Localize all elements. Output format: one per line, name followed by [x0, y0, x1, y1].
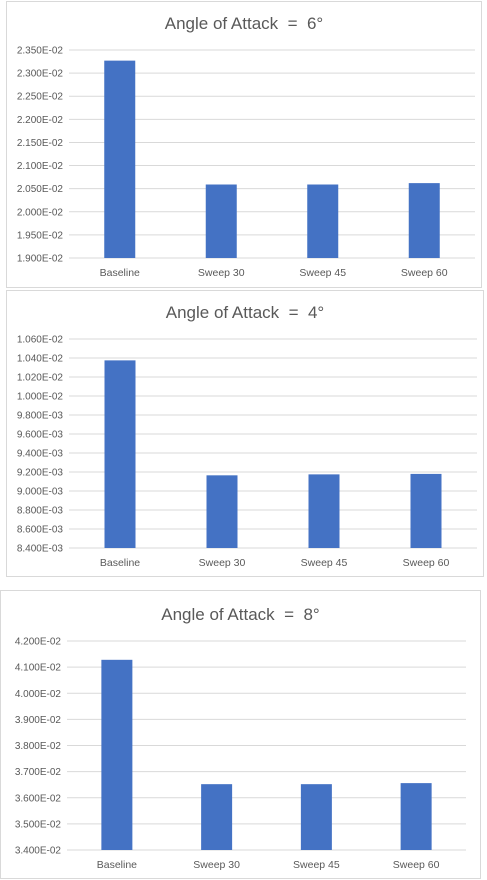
bar-sweep-30	[201, 784, 233, 850]
bar-chart-aoa-8: 3.400E-02 3.500E-02 3.600E-02 3.700E-02 3.80…	[15, 637, 466, 871]
x-category-label: Baseline	[97, 859, 137, 871]
y-tick-label: 8.400E-03	[17, 544, 64, 555]
y-tick-label: 3.800E-02	[15, 741, 62, 752]
x-category-label: Sweep 30	[199, 557, 246, 569]
y-tick-label: 3.400E-02	[15, 846, 62, 857]
x-category-label: Sweep 45	[301, 557, 348, 569]
chart-title: Angle of Attack = 4°	[165, 303, 325, 322]
y-tick-label: 9.400E-03	[17, 449, 64, 460]
bar-baseline	[101, 659, 133, 850]
y-tick-label: 9.200E-03	[17, 468, 64, 479]
y-tick-label: 3.600E-02	[15, 793, 62, 804]
y-tick-label: 2.100E-02	[17, 161, 64, 172]
y-tick-label: 4.100E-02	[15, 663, 62, 674]
y-tick-label: 1.900E-02	[17, 254, 64, 265]
y-tick-label: 1.020E-02	[17, 373, 64, 384]
bar-sweep-60	[408, 183, 440, 258]
y-tick-label: 2.000E-02	[17, 207, 64, 218]
y-tick-label: 2.300E-02	[17, 69, 64, 80]
chart-panel-aoa-4: Angle of Attack = 4° 8.400E-03 8.600E-03 8…	[6, 290, 484, 577]
x-category-label: Baseline	[100, 557, 140, 569]
y-tick-label: 1.040E-02	[17, 354, 64, 365]
bar-chart-aoa-4: 8.400E-03 8.600E-03 8.800E-03 9.000E-03 9.20…	[17, 335, 477, 569]
x-category-label: Sweep 45	[293, 859, 340, 871]
x-category-label: Sweep 45	[299, 267, 346, 279]
bar-chart-aoa-6: 1.900E-02 1.950E-02 2.000E-02 2.050E-02 2.10…	[17, 46, 475, 279]
bar-sweep-45	[307, 184, 339, 258]
bar-sweep-30	[206, 475, 238, 548]
y-tick-label: 9.800E-03	[17, 411, 64, 422]
y-tick-label: 1.000E-02	[17, 392, 64, 403]
y-tick-label: 1.950E-02	[17, 230, 64, 241]
y-tick-label: 8.600E-03	[17, 525, 64, 536]
bar-baseline	[104, 360, 136, 548]
x-category-label: Sweep 60	[393, 859, 440, 871]
chart-panel-aoa-8: Angle of Attack = 8° 3.400E-02 3.500E-02 3…	[0, 590, 481, 879]
y-tick-label: 9.600E-03	[17, 430, 64, 441]
x-category-label: Sweep 30	[198, 267, 245, 279]
y-tick-label: 4.000E-02	[15, 689, 62, 700]
x-category-label: Baseline	[100, 267, 140, 279]
y-tick-label: 2.250E-02	[17, 92, 64, 103]
y-tick-label: 2.050E-02	[17, 184, 64, 195]
x-category-label: Sweep 60	[401, 267, 448, 279]
bar-sweep-30	[205, 184, 237, 258]
y-tick-label: 2.350E-02	[17, 46, 64, 57]
bar-sweep-60	[400, 783, 432, 850]
y-tick-label: 4.200E-02	[15, 637, 62, 648]
y-tick-label: 2.150E-02	[17, 138, 64, 149]
y-tick-label: 3.900E-02	[15, 715, 62, 726]
chart-panel-aoa-6: Angle of Attack = 6° 1.900E-02 1.950E-02 2…	[6, 1, 482, 288]
bar-sweep-45	[300, 784, 332, 850]
bar-sweep-45	[308, 474, 340, 548]
chart-title: Angle of Attack = 6°	[164, 14, 324, 33]
y-tick-label: 1.060E-02	[17, 335, 64, 346]
y-tick-label: 2.200E-02	[17, 115, 64, 126]
chart-title: Angle of Attack = 8°	[161, 605, 320, 624]
y-tick-label: 3.500E-02	[15, 819, 62, 830]
x-category-label: Sweep 60	[403, 557, 450, 569]
y-tick-label: 9.000E-03	[17, 487, 64, 498]
bar-baseline	[104, 60, 136, 259]
y-tick-label: 3.700E-02	[15, 767, 62, 778]
x-category-label: Sweep 30	[193, 859, 240, 871]
bar-sweep-60	[410, 473, 442, 548]
y-tick-label: 8.800E-03	[17, 506, 64, 517]
